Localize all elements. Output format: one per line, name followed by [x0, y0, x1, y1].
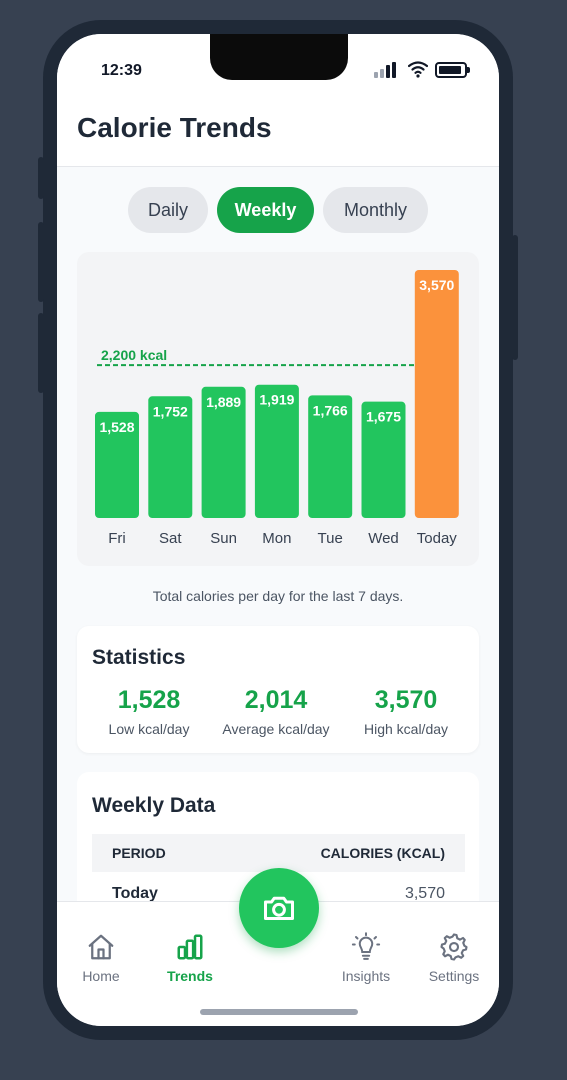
phone-power-button: [512, 235, 518, 360]
phone-volume-up-button: [38, 222, 44, 302]
bar-wed[interactable]: [361, 401, 406, 518]
stat-low-value: 1,528: [117, 686, 181, 714]
bar-today[interactable]: [414, 270, 459, 518]
stat-average-value: 2,014: [244, 686, 308, 714]
bar-fri[interactable]: [95, 411, 139, 518]
status-time: 12:39: [101, 62, 142, 79]
tab-daily[interactable]: Daily: [128, 187, 208, 233]
bar-tue[interactable]: [308, 395, 353, 518]
bar-value-label: 1,889: [206, 394, 241, 410]
gear-icon: [440, 933, 468, 961]
camera-button[interactable]: [239, 868, 319, 948]
bar-chart-icon: [177, 934, 203, 960]
bar-value-label: 1,675: [366, 409, 401, 425]
column-calories: CALORIES (KCAL): [320, 845, 445, 861]
bar-mon[interactable]: [254, 384, 299, 518]
statistics-card: Statistics 1,528 Low kcal/day 2,014 Aver…: [77, 626, 479, 753]
phone-volume-down-button: [38, 313, 44, 393]
weekly-data-title: Weekly Data: [92, 794, 216, 817]
nav-home-label: Home: [82, 968, 120, 984]
nav-insights[interactable]: Insights: [326, 932, 406, 984]
column-period: PERIOD: [112, 845, 166, 861]
tab-daily-label: Daily: [147, 199, 188, 220]
tab-monthly[interactable]: Monthly: [323, 187, 428, 233]
row-period: Today: [112, 885, 158, 902]
bar-value-label: 3,570: [419, 277, 454, 293]
wifi-icon: [408, 61, 428, 78]
stat-high-label: High kcal/day: [363, 721, 449, 737]
bar-value-label: 1,919: [259, 392, 294, 408]
nav-trends[interactable]: Trends: [150, 932, 230, 984]
battery-icon: [435, 62, 470, 78]
nav-settings-label: Settings: [428, 968, 480, 984]
goal-label: 2,200 kcal: [101, 347, 167, 363]
category-label: Fri: [108, 530, 126, 547]
home-indicator: [200, 1009, 358, 1015]
phone-screen: 12:39 Calorie Trends Daily Weekly Monthl…: [57, 34, 499, 1026]
calorie-bar-chart: 1,528 Fri 1,752 Sat 1,889 Sun 1,919 Mon 1,766 Tue…: [95, 270, 459, 547]
category-label: Tue: [318, 530, 343, 547]
bar-value-label: 1,528: [99, 419, 134, 435]
bar-sun[interactable]: [201, 386, 246, 518]
stat-average-label: Average kcal/day: [222, 721, 330, 737]
signal-icon: [374, 62, 398, 78]
nav-trends-label: Trends: [167, 968, 213, 984]
phone-side-button: [38, 157, 44, 199]
header: Calorie Trends: [57, 104, 499, 167]
category-label: Today: [417, 530, 458, 547]
tab-weekly[interactable]: Weekly: [217, 187, 314, 233]
nav-home[interactable]: Home: [61, 932, 141, 984]
stat-low: 1,528 Low kcal/day: [82, 686, 216, 737]
stat-high: 3,570 High kcal/day: [339, 686, 473, 737]
category-label: Mon: [262, 530, 291, 547]
tab-monthly-label: Monthly: [343, 199, 408, 220]
home-icon: [88, 934, 114, 960]
bar-value-label: 1,766: [313, 402, 348, 418]
category-label: Wed: [368, 530, 399, 547]
table-header: PERIOD CALORIES (KCAL): [92, 834, 465, 872]
statistics-title: Statistics: [92, 646, 186, 669]
notch: [210, 34, 348, 80]
nav-settings[interactable]: Settings: [414, 932, 494, 984]
chart-caption: Total calories per day for the last 7 da…: [152, 588, 404, 604]
lightbulb-icon: [351, 932, 381, 960]
bar-sat[interactable]: [148, 396, 193, 518]
calorie-chart-card: 1,528 Fri 1,752 Sat 1,889 Sun 1,919 Mon 1,766 Tue…: [77, 252, 479, 566]
bar-value-label: 1,752: [153, 403, 188, 419]
row-calories: 3,570: [404, 885, 445, 902]
page-title: Calorie Trends: [77, 112, 272, 143]
nav-insights-label: Insights: [341, 968, 391, 984]
category-label: Sun: [210, 530, 237, 547]
tab-weekly-label: Weekly: [234, 199, 297, 220]
period-tabs: Daily Weekly Monthly: [57, 187, 499, 233]
table-row[interactable]: Today 3,570: [92, 872, 465, 916]
category-label: Sat: [159, 530, 182, 547]
stat-high-value: 3,570: [374, 686, 438, 714]
stat-average: 2,014 Average kcal/day: [209, 686, 343, 737]
camera-icon: [264, 896, 294, 920]
stat-low-label: Low kcal/day: [108, 721, 190, 737]
